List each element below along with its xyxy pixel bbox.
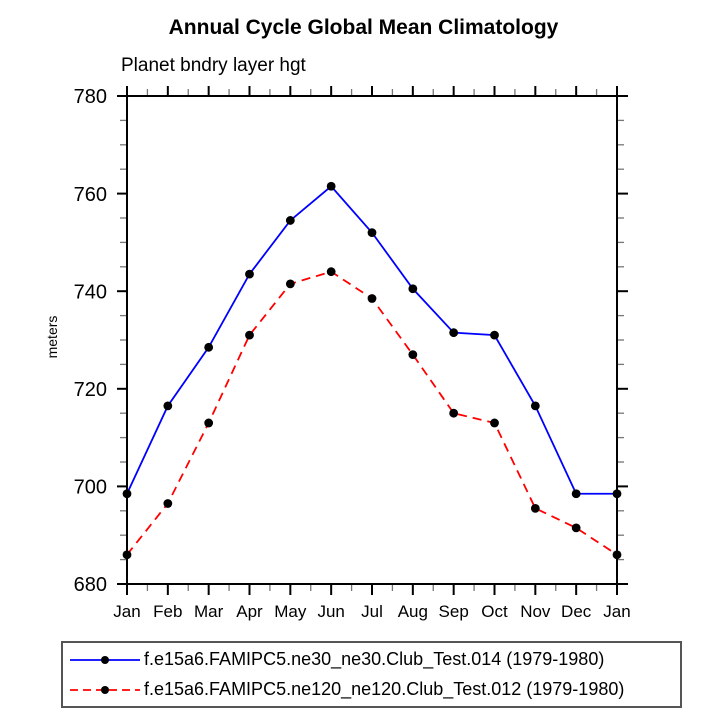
data-point-marker: [612, 489, 622, 499]
x-tick-label: Nov: [520, 602, 551, 621]
chart-subtitle: Planet bndry layer hgt: [121, 55, 306, 76]
y-tick-label: 680: [74, 574, 107, 596]
data-point-marker: [245, 330, 254, 340]
data-point-marker: [163, 401, 173, 411]
legend-sample-line-solid: [70, 655, 140, 664]
x-tick-label: Aug: [398, 602, 428, 621]
data-point-marker: [571, 489, 581, 499]
data-point-marker: [367, 294, 377, 303]
data-point-marker: [530, 503, 540, 513]
data-point-marker: [285, 216, 295, 225]
data-point-marker: [612, 550, 622, 560]
legend-sample-line-dashed: [70, 685, 140, 694]
legend-item-ne30: f.e15a6.FAMIPC5.ne30_ne30.Club_Test.014 …: [63, 645, 680, 675]
data-point-marker: [326, 181, 336, 191]
chart-title: Annual Cycle Global Mean Climatology: [168, 16, 559, 39]
x-tick-label: Feb: [153, 602, 182, 621]
data-point-marker: [122, 550, 132, 560]
x-tick-label: May: [274, 602, 307, 621]
legend: f.e15a6.FAMIPC5.ne30_ne30.Club_Test.014 …: [61, 641, 682, 708]
legend-label: f.e15a6.FAMIPC5.ne120_ne120.Club_Test.01…: [144, 679, 625, 699]
y-tick-label: 720: [74, 379, 107, 401]
data-point-marker: [449, 328, 459, 338]
data-point-marker: [122, 489, 132, 499]
data-point-marker: [245, 269, 254, 279]
data-point-marker: [490, 330, 499, 340]
y-tick-label: 760: [74, 184, 107, 206]
y-tick-label: 740: [74, 281, 107, 303]
data-point-marker: [326, 267, 336, 277]
data-point-marker: [571, 523, 581, 533]
data-point-marker: [530, 401, 540, 411]
x-tick-label: Mar: [194, 602, 224, 621]
legend-item-ne120: f.e15a6.FAMIPC5.ne120_ne120.Club_Test.01…: [63, 675, 680, 705]
series-line-1: [126, 270, 618, 556]
x-tick-label: Jul: [361, 602, 383, 621]
x-tick-label: Dec: [561, 602, 592, 621]
x-tick-label: Apr: [236, 602, 263, 621]
x-tick-label: Oct: [481, 602, 508, 621]
x-tick-label: Jan: [603, 602, 630, 621]
y-tick-label: 780: [74, 86, 107, 108]
data-point-marker: [285, 279, 295, 289]
data-point-marker: [204, 342, 214, 352]
data-point-marker: [449, 408, 459, 418]
data-point-marker: [408, 350, 418, 360]
data-point-marker: [408, 284, 418, 294]
plot-border: [126, 95, 618, 585]
data-point-marker: [367, 228, 377, 238]
x-tick-label: Sep: [439, 602, 469, 621]
x-tick-label: Jan: [113, 602, 140, 621]
data-point-marker: [163, 499, 173, 508]
x-tick-label: Jun: [317, 602, 344, 621]
data-point-marker: [490, 418, 499, 428]
data-point-marker: [204, 418, 214, 428]
legend-label: f.e15a6.FAMIPC5.ne30_ne30.Club_Test.014 …: [144, 649, 605, 669]
y-tick-label: 700: [74, 477, 107, 499]
